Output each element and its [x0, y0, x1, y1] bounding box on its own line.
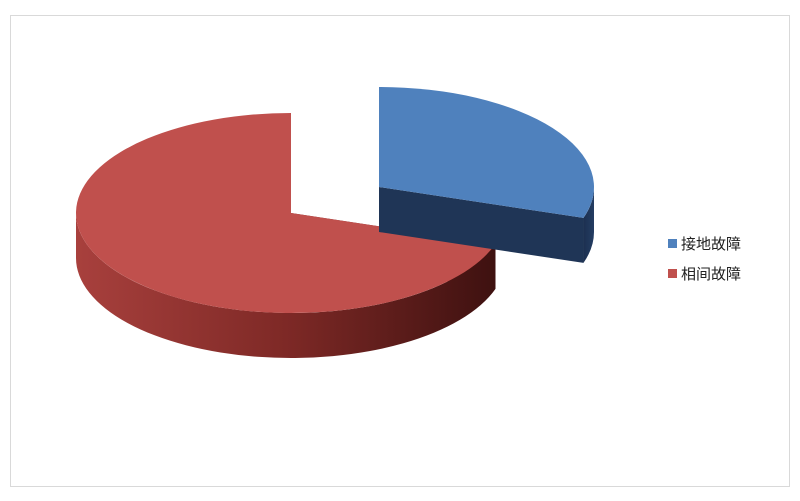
slice-side-wall: [75, 213, 496, 358]
legend-item: 相间故障: [668, 258, 741, 288]
legend-label: 相间故障: [681, 264, 742, 283]
legend-item: 接地故障: [668, 228, 741, 258]
chart-area: [10, 15, 790, 487]
legend-swatch: [668, 238, 677, 248]
slice-cut-face: [379, 187, 584, 263]
legend: 接地故障 相间故障: [668, 228, 741, 288]
legend-label: 接地故障: [681, 234, 742, 253]
pie-slice-1: [379, 87, 594, 218]
legend-swatch: [668, 268, 677, 278]
slice-side-wall: [583, 187, 594, 263]
pie-slice-2: [75, 113, 496, 313]
